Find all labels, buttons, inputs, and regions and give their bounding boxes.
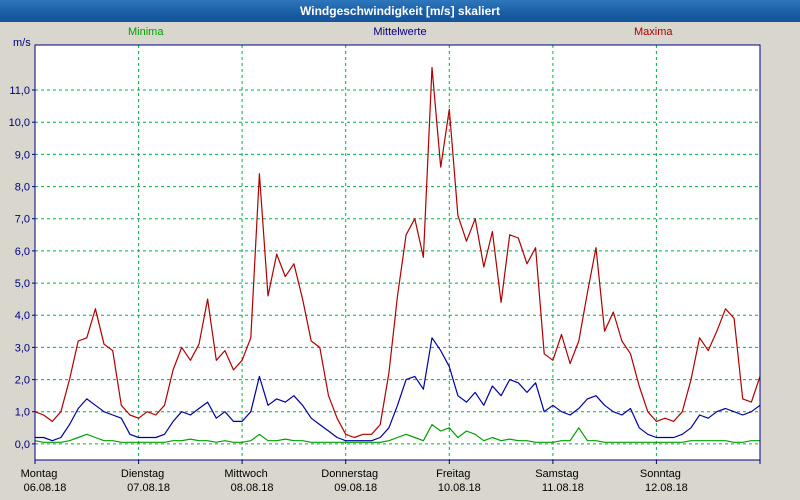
svg-text:11,0: 11,0 [9, 85, 30, 97]
svg-text:1,0: 1,0 [15, 407, 30, 419]
legend-mittelwerte: Mittelwerte [373, 26, 427, 38]
svg-text:0,0: 0,0 [15, 439, 30, 451]
svg-text:5,0: 5,0 [15, 278, 30, 290]
chart-title: Windgeschwindigkeit [m/s] skaliert [300, 4, 500, 18]
legend-minima: Minima [128, 26, 164, 38]
svg-text:3,0: 3,0 [15, 342, 30, 354]
svg-text:8,0: 8,0 [15, 182, 30, 194]
svg-text:Dienstag: Dienstag [121, 468, 164, 480]
svg-text:Donnerstag: Donnerstag [321, 468, 378, 480]
svg-text:7,0: 7,0 [15, 214, 30, 226]
svg-text:Mittwoch: Mittwoch [224, 468, 267, 480]
svg-text:06.08.18: 06.08.18 [24, 482, 67, 494]
svg-text:07.08.18: 07.08.18 [127, 482, 170, 494]
svg-text:08.08.18: 08.08.18 [231, 482, 274, 494]
svg-text:2,0: 2,0 [15, 375, 30, 387]
svg-text:Samstag: Samstag [535, 468, 578, 480]
svg-text:10.08.18: 10.08.18 [438, 482, 481, 494]
svg-text:4,0: 4,0 [15, 310, 30, 322]
y-axis-unit: m/s [13, 37, 31, 49]
chart-legend: Minima Mittelwerte Maxima [0, 26, 800, 40]
legend-maxima: Maxima [634, 26, 673, 38]
window-titlebar: Windgeschwindigkeit [m/s] skaliert [0, 0, 800, 22]
svg-text:Montag: Montag [21, 468, 58, 480]
svg-text:6,0: 6,0 [15, 246, 30, 258]
svg-text:10,0: 10,0 [9, 117, 30, 129]
svg-text:12.08.18: 12.08.18 [645, 482, 688, 494]
svg-text:09.08.18: 09.08.18 [334, 482, 377, 494]
svg-text:11.08.18: 11.08.18 [542, 482, 584, 494]
svg-text:Freitag: Freitag [436, 468, 470, 480]
svg-text:9,0: 9,0 [15, 149, 30, 161]
svg-text:Sonntag: Sonntag [640, 468, 681, 480]
